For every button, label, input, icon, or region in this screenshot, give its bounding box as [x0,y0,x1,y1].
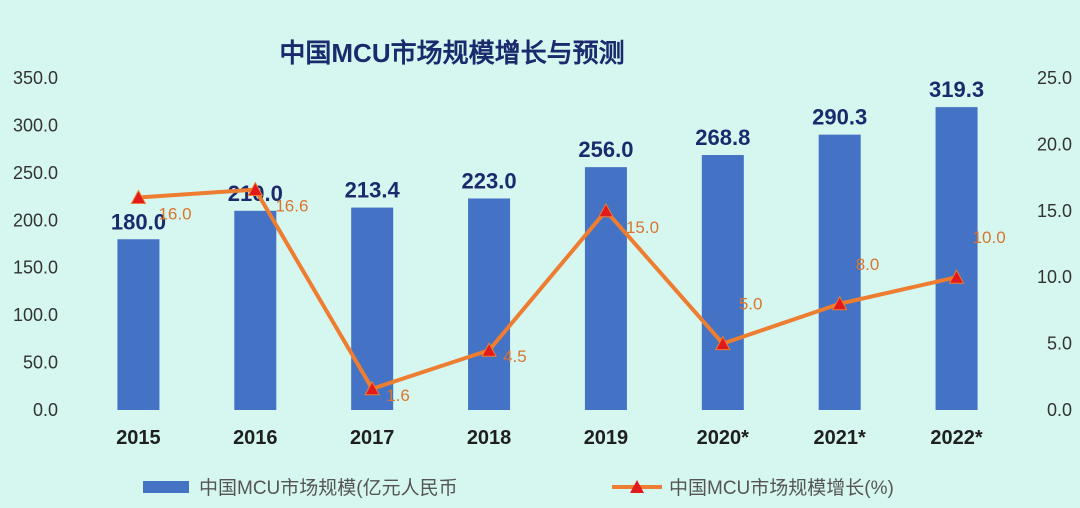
y-left-tick-label: 300.0 [13,115,58,135]
y-left-axis: 0.0 50.0 100.0 150.0 200.0 250.0 300.0 350.0 [13,68,58,420]
growth-value-label: 15.0 [626,218,659,237]
legend-line-label: 中国MCU市场规模增长(%) [669,477,894,499]
bar [234,210,277,410]
y-left-tick-label: 100.0 [13,305,58,325]
growth-marker [948,269,965,284]
chart-title: 中国MCU市场规模增长与预测 [279,38,624,68]
x-tick-label: 2016 [233,427,278,449]
x-tick-label: 2019 [584,427,629,449]
bar [701,155,744,410]
bar-value-label: 180.0 [111,209,166,234]
y-right-tick-label: 25.0 [1037,68,1072,88]
bar-value-label: 256.0 [578,137,633,162]
bar [468,198,511,410]
bar [935,107,978,410]
x-tick-label: 2015 [116,427,161,449]
growth-marker [714,335,731,351]
y-left-tick-label: 150.0 [13,258,58,278]
y-right-tick-label: 5.0 [1047,334,1072,354]
growth-value-label: 16.6 [275,197,308,216]
y-right-tick-label: 0.0 [1047,400,1072,420]
x-tick-label: 2018 [467,427,512,449]
growth-value-label: 1.6 [386,386,410,405]
y-right-tick-label: 20.0 [1037,134,1072,154]
growth-marker [130,189,147,205]
bar-value-label: 213.4 [345,178,401,203]
legend: 中国MCU市场规模(亿元人民币 中国MCU市场规模增长(%) [143,477,894,499]
line-series [130,181,965,396]
growth-value-label: 16.0 [158,205,191,224]
growth-marker [598,202,614,218]
growth-value-label: 10.0 [973,228,1006,247]
y-right-tick-label: 15.0 [1037,201,1072,221]
bar-value-label: 223.0 [462,168,517,193]
growth-marker [247,181,264,197]
legend-line-marker [630,480,644,493]
bar [351,207,394,410]
x-tick-label: 2020* [697,427,749,449]
growth-marker [364,380,381,396]
growth-value-label: 4.5 [503,347,527,366]
bar-value-label: 290.3 [812,105,867,130]
growth-marker [831,295,848,311]
growth-line [138,187,958,391]
legend-bar-swatch [143,481,189,493]
x-axis: 2015 2016 2017 2018 2019 2020* 2021* 2022* [116,427,983,449]
line-value-labels: 16.0 16.6 1.6 4.5 15.0 5.0 8.0 10.0 [158,197,1005,405]
bar-value-label: 319.3 [929,77,984,102]
y-left-tick-label: 0.0 [33,400,58,420]
growth-value-label: 8.0 [856,255,880,274]
bar [117,239,160,410]
y-left-tick-label: 50.0 [23,353,58,373]
x-tick-label: 2017 [350,427,395,449]
y-left-tick-label: 350.0 [13,68,58,88]
y-left-tick-label: 250.0 [13,163,58,183]
bar [818,134,861,411]
x-tick-label: 2021* [814,427,866,449]
bar-value-label: 268.8 [695,125,750,150]
x-tick-label: 2022* [930,427,982,449]
legend-bar-label: 中国MCU市场规模(亿元人民币 [199,477,458,499]
y-right-tick-label: 10.0 [1037,267,1072,287]
growth-marker [481,342,497,357]
bar-series [117,107,978,411]
growth-value-label: 5.0 [739,295,763,314]
y-left-tick-label: 200.0 [13,210,58,230]
y-right-axis: 0.0 5.0 10.0 15.0 20.0 25.0 [1037,68,1072,420]
